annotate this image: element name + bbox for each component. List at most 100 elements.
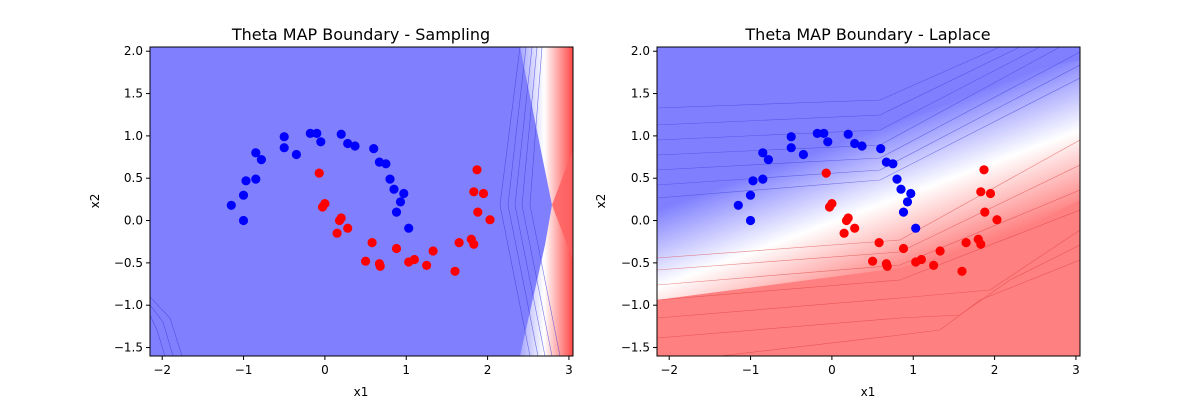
data-point-sampling-s0-21 [391,207,402,217]
x-axis-label-laplace: x1 [861,385,876,399]
data-point-laplace-s0-22 [902,197,913,207]
data-point-sampling-s1-6 [343,223,353,233]
data-point-laplace-s0-16 [876,144,886,154]
data-point-sampling-s0-0 [226,200,236,210]
data-point-laplace-s0-5 [758,148,768,158]
data-point-laplace-s0-4 [745,215,756,226]
data-point-laplace-s0-15 [857,141,867,151]
y-axis-label-sampling: x2 [88,194,102,209]
y-tick-label-laplace-7: 2.0 [631,44,650,58]
data-point-laplace-s0-7 [786,132,796,142]
data-point-laplace-s0-23 [906,188,916,199]
data-point-laplace-s0-11 [819,128,829,138]
y-tick-label-sampling-4: 0.5 [124,171,143,185]
x-tick-label-laplace-5: 3 [1072,363,1080,377]
x-tick-label-laplace-3: 1 [909,363,917,377]
data-point-sampling-s1-0 [314,168,324,178]
data-point-sampling-s1-5 [336,213,346,223]
data-point-laplace-s0-14 [850,138,860,149]
data-point-sampling-s0-9 [291,149,301,160]
data-point-laplace-s1-14 [929,260,939,270]
chart-title-laplace: Theta MAP Boundary - Laplace [744,25,990,44]
data-point-laplace-s1-19 [976,239,986,249]
axes-frame-laplace [656,46,1081,357]
data-point-laplace-s0-0 [733,200,743,210]
data-point-sampling-s1-16 [450,266,460,276]
data-point-sampling-s0-1 [238,190,249,200]
points-laplace [733,128,1002,276]
panel-laplace: Theta MAP Boundary - Laplace x1 x2 −2 −1 0… [594,25,1081,399]
data-point-laplace-s1-3 [839,228,849,238]
data-point-sampling-s0-20 [389,184,399,194]
data-point-sampling-s0-10 [305,128,315,138]
data-point-laplace-s0-8 [786,143,796,153]
data-point-sampling-s0-2 [241,176,251,186]
data-point-laplace-s1-15 [935,246,945,256]
ticks-laplace: −2 −1 0 1 2 3 −1.5 −1.0 −0.5 0.0 0.5 1.0 1.5 2.0 [621,44,1080,377]
x-tick-label-sampling-4: 2 [484,363,492,377]
data-point-sampling-s0-4 [238,215,249,226]
data-point-sampling-s0-23 [399,188,409,199]
data-point-sampling-s0-22 [395,197,406,207]
data-point-sampling-s1-14 [422,260,432,270]
x-tick-label-sampling-1: −1 [235,363,253,377]
data-point-laplace-s1-13 [916,254,927,265]
data-point-sampling-s0-6 [256,155,266,165]
data-point-sampling-s0-24 [404,223,414,233]
data-point-laplace-s1-24 [992,215,1002,225]
data-point-laplace-s0-13 [843,129,853,139]
y-tick-label-sampling-1: −1.0 [114,298,143,312]
data-point-sampling-s0-14 [343,138,353,149]
decision-contour-sampling [150,47,573,356]
data-point-laplace-s0-21 [898,207,909,217]
y-tick-label-sampling-5: 1.0 [124,129,143,143]
data-point-sampling-s1-21 [472,165,482,175]
x-tick-label-laplace-1: −1 [742,363,760,377]
y-tick-label-laplace-4: 0.5 [631,171,650,185]
data-point-sampling-s0-16 [369,144,379,154]
decision-contour-laplace [657,47,1080,356]
data-point-laplace-s0-6 [763,155,774,165]
y-tick-label-sampling-2: −0.5 [114,256,143,270]
data-point-laplace-s1-16 [957,266,967,276]
data-point-sampling-s1-3 [332,228,342,238]
data-point-sampling-s1-15 [428,246,438,256]
data-point-laplace-s0-9 [798,149,809,160]
data-point-laplace-s1-0 [821,168,831,178]
data-point-laplace-s1-20 [976,187,986,197]
y-tick-label-sampling-7: 2.0 [124,44,143,58]
data-point-laplace-s1-23 [985,188,996,199]
y-tick-label-laplace-3: 0.0 [631,214,650,228]
data-point-sampling-s1-7 [361,256,371,266]
x-tick-label-laplace-2: 0 [828,363,836,377]
y-tick-label-laplace-1: −1.0 [621,298,650,312]
x-tick-label-sampling-3: 1 [402,363,410,377]
data-point-laplace-s1-5 [843,213,853,223]
data-point-laplace-s0-2 [748,176,758,186]
axes-frame-sampling [149,46,574,357]
data-point-sampling-s0-12 [316,137,326,147]
data-point-laplace-s1-7 [868,256,878,266]
data-point-laplace-s1-2 [827,199,837,209]
y-tick-label-laplace-5: 1.0 [631,129,650,143]
data-point-laplace-s0-18 [888,159,898,169]
data-point-laplace-s0-20 [896,184,906,194]
panel-sampling: Theta MAP Boundary - Sampling x1 x2 −2 −1… [88,25,574,399]
data-point-sampling-s0-3 [251,174,261,184]
x-tick-label-laplace-0: −2 [660,363,678,377]
data-point-laplace-s1-6 [850,223,860,233]
x-tick-label-sampling-2: 0 [321,363,329,377]
data-point-laplace-s1-10 [882,261,892,271]
data-point-laplace-s1-17 [961,238,971,248]
data-point-sampling-s0-19 [385,174,395,184]
points-sampling [226,128,495,276]
data-point-sampling-s1-2 [320,199,330,209]
ticks-sampling: −2 −1 0 1 2 3 −1.5 −1.0 −0.5 0.0 0.5 1.0 1.5 2.0 [114,44,573,377]
data-point-laplace-s0-3 [758,174,768,184]
data-point-sampling-s1-10 [375,261,385,271]
data-point-sampling-s0-7 [279,132,289,142]
chart-title-sampling: Theta MAP Boundary - Sampling [231,25,490,44]
data-point-laplace-s0-12 [823,137,833,147]
data-point-sampling-s0-18 [381,159,391,169]
